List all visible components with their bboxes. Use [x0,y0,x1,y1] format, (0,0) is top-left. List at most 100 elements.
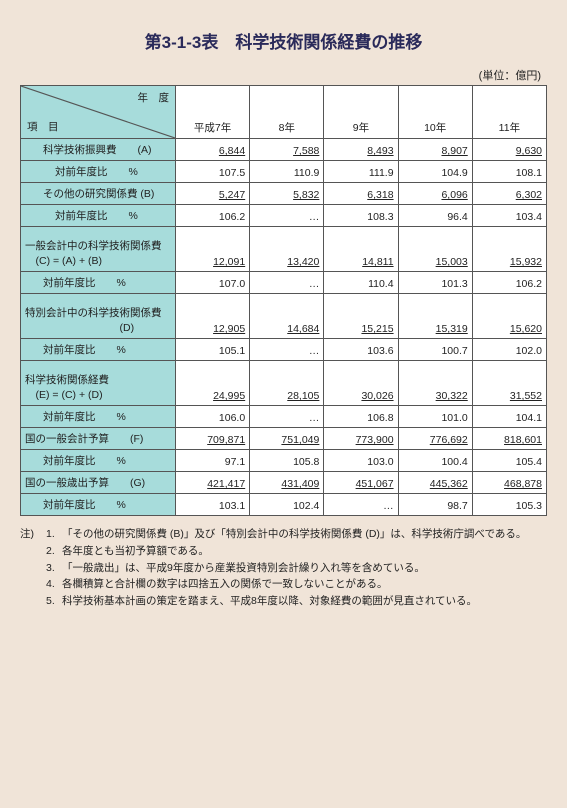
row-label: 対前年度比 % [21,450,176,472]
table-row: 一般会計中の科学技術関係費 (C) = (A) + (B)12,09113,42… [21,227,547,272]
table-row: 対前年度比 %97.1105.8103.0100.4105.4 [21,450,547,472]
row-label: 対前年度比 % [21,494,176,516]
row-label: 対前年度比 % [21,272,176,294]
col-header: 8年 [250,86,324,139]
data-cell: 100.4 [398,450,472,472]
data-cell: 101.3 [398,272,472,294]
row-label: 科学技術振興費 (A) [21,139,176,161]
note-line: 2.各年度とも当初予算額である。 [20,543,547,560]
data-cell: 107.0 [176,272,250,294]
data-cell: 102.4 [250,494,324,516]
data-cell: 108.3 [324,205,398,227]
col-header: 11年 [472,86,546,139]
table-row: 対前年度比 %107.0…110.4101.3106.2 [21,272,547,294]
row-label: 対前年度比 % [21,339,176,361]
data-cell: 103.1 [176,494,250,516]
data-cell: 24,995 [176,361,250,406]
row-label: その他の研究関係費 (B) [21,183,176,205]
row-label: 科学技術関係経費 (E) = (C) + (D) [21,361,176,406]
data-cell: 6,318 [324,183,398,205]
data-cell: 106.2 [176,205,250,227]
data-cell: 103.6 [324,339,398,361]
table-row: 対前年度比 %107.5110.9111.9104.9108.1 [21,161,547,183]
data-cell: 28,105 [250,361,324,406]
note-number: 3. [46,560,62,577]
data-cell: 14,684 [250,294,324,339]
data-cell: 13,420 [250,227,324,272]
data-cell: 106.0 [176,406,250,428]
data-cell: 14,811 [324,227,398,272]
data-cell: 30,322 [398,361,472,406]
data-cell: 104.9 [398,161,472,183]
data-cell: 106.8 [324,406,398,428]
data-cell: 9,630 [472,139,546,161]
data-cell: 15,932 [472,227,546,272]
data-cell: 98.7 [398,494,472,516]
col-header: 10年 [398,86,472,139]
data-cell: 103.0 [324,450,398,472]
note-text: 「その他の研究関係費 (B)」及び「特別会計中の科学技術関係費 (D)」は、科学… [62,526,547,543]
data-cell: 107.5 [176,161,250,183]
data-cell: … [250,406,324,428]
data-cell: 110.4 [324,272,398,294]
data-cell: 5,247 [176,183,250,205]
data-cell: 773,900 [324,428,398,450]
data-cell: 105.8 [250,450,324,472]
note-line: 5.科学技術基本計画の策定を踏まえ、平成8年度以降、対象経費の範囲が見直されてい… [20,593,547,610]
note-prefix [20,560,46,577]
row-label: 対前年度比 % [21,205,176,227]
note-number: 5. [46,593,62,610]
data-cell: 15,620 [472,294,546,339]
row-label: 国の一般歳出予算 (G) [21,472,176,494]
row-label: 一般会計中の科学技術関係費 (C) = (A) + (B) [21,227,176,272]
data-cell: 12,905 [176,294,250,339]
row-label: 特別会計中の科学技術関係費 (D) [21,294,176,339]
data-cell: 106.2 [472,272,546,294]
note-text: 各年度とも当初予算額である。 [62,543,547,560]
table-row: 対前年度比 %105.1…103.6100.7102.0 [21,339,547,361]
data-cell: 31,552 [472,361,546,406]
data-cell: 105.3 [472,494,546,516]
data-cell: 445,362 [398,472,472,494]
data-cell: 6,302 [472,183,546,205]
data-cell: 818,601 [472,428,546,450]
data-cell: 102.0 [472,339,546,361]
data-cell: 776,692 [398,428,472,450]
data-cell: 468,878 [472,472,546,494]
data-cell: 15,003 [398,227,472,272]
data-cell: 105.4 [472,450,546,472]
data-cell: 103.4 [472,205,546,227]
data-cell: 110.9 [250,161,324,183]
row-label: 対前年度比 % [21,406,176,428]
note-text: 科学技術基本計画の策定を踏まえ、平成8年度以降、対象経費の範囲が見直されている。 [62,593,547,610]
table-row: 対前年度比 %106.2…108.396.4103.4 [21,205,547,227]
data-cell: 6,844 [176,139,250,161]
note-prefix [20,593,46,610]
data-cell: 111.9 [324,161,398,183]
data-cell: 15,319 [398,294,472,339]
data-table: 年 度 項 目 平成7年 8年 9年 10年 11年 科学技術振興費 (A)6,… [20,85,547,516]
data-cell: 5,832 [250,183,324,205]
table-row: 対前年度比 %103.1102.4…98.7105.3 [21,494,547,516]
data-cell: 101.0 [398,406,472,428]
note-text: 「一般歳出」は、平成9年度から産業投資特別会計繰り入れ等を含めている。 [62,560,547,577]
data-cell: 15,215 [324,294,398,339]
data-cell: 451,067 [324,472,398,494]
col-header: 平成7年 [176,86,250,139]
table-row: 特別会計中の科学技術関係費 (D)12,90514,68415,21515,31… [21,294,547,339]
data-cell: 105.1 [176,339,250,361]
note-line: 3.「一般歳出」は、平成9年度から産業投資特別会計繰り入れ等を含めている。 [20,560,547,577]
data-cell: … [324,494,398,516]
data-cell: 8,493 [324,139,398,161]
data-cell: 97.1 [176,450,250,472]
note-line: 注)1.「その他の研究関係費 (B)」及び「特別会計中の科学技術関係費 (D)」… [20,526,547,543]
data-cell: … [250,272,324,294]
note-line: 4.各欄積算と合計欄の数字は四捨五入の関係で一致しないことがある。 [20,576,547,593]
row-label: 対前年度比 % [21,161,176,183]
note-prefix: 注) [20,526,46,543]
table-title: 第3-1-3表 科学技術関係経費の推移 [20,28,547,53]
table-row: 科学技術関係経費 (E) = (C) + (D)24,99528,10530,0… [21,361,547,406]
data-cell: 96.4 [398,205,472,227]
note-number: 1. [46,526,62,543]
row-label: 国の一般会計予算 (F) [21,428,176,450]
